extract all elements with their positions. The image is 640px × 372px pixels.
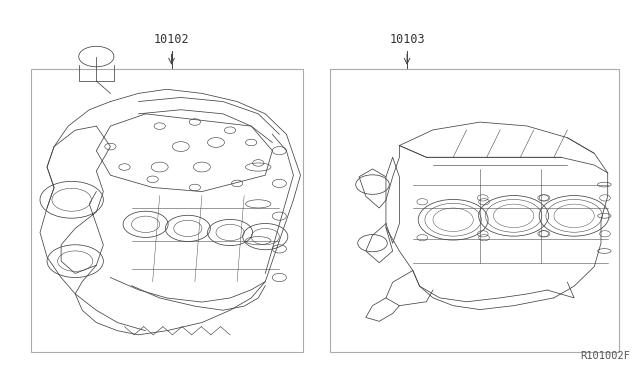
Bar <box>31 69 303 352</box>
Text: R101002F: R101002F <box>580 351 630 361</box>
Text: 10102: 10102 <box>154 33 189 45</box>
Bar <box>330 69 619 352</box>
Text: 10103: 10103 <box>389 33 425 45</box>
